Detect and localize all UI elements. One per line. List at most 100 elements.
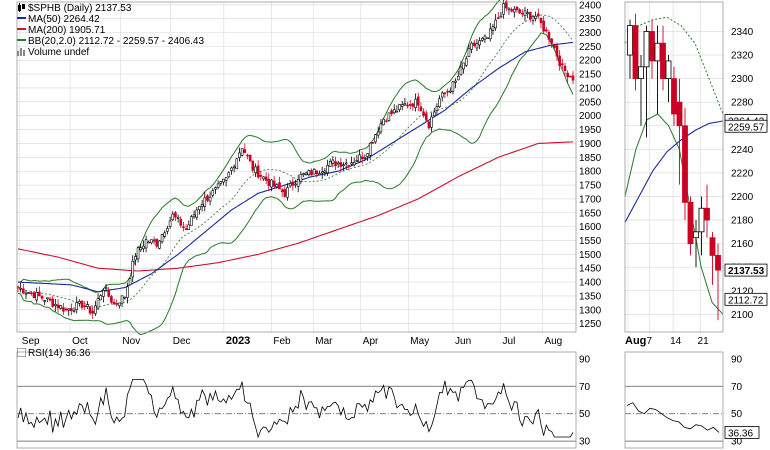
candle-body — [291, 181, 295, 186]
candle-body — [403, 103, 407, 106]
value-tag-box — [724, 119, 768, 133]
candle-body — [698, 207, 705, 233]
candle-body — [187, 224, 191, 230]
candle-body — [30, 292, 33, 294]
candle-body — [40, 295, 44, 299]
candle-body — [195, 209, 199, 218]
candle-body — [515, 6, 519, 11]
candle-body — [240, 148, 244, 156]
x-tick-label: Mar — [315, 336, 333, 347]
candle-body — [104, 287, 108, 290]
candle-body — [230, 167, 233, 171]
candle-body — [126, 286, 129, 298]
x-tick-label: Sep — [22, 336, 40, 347]
candle-body — [184, 228, 188, 230]
candle-body — [224, 177, 228, 181]
candle-body — [512, 8, 516, 13]
candle-body — [142, 245, 145, 249]
candle-body — [529, 11, 532, 19]
candle-body — [331, 159, 335, 164]
candle-body — [374, 134, 377, 143]
candle-body — [208, 196, 212, 202]
candle-body — [206, 195, 209, 201]
candle-body — [264, 176, 268, 181]
candle-body — [19, 287, 22, 290]
legend-title-row: $SPHB (Daily) 2137.53 — [17, 3, 204, 14]
candle-body — [693, 231, 699, 239]
candle-body — [328, 161, 332, 167]
candle-body — [446, 90, 449, 93]
candle-body — [262, 176, 265, 180]
y-tick-label: 1350 — [579, 291, 602, 302]
y-tick-label: 2320 — [731, 51, 754, 62]
candle-body — [408, 104, 412, 106]
y-tick-label: 1250 — [579, 319, 602, 330]
main-x-axis: Sep Oct Nov Dec 2023 Feb Mar Apr May Jun Jul Aug — [22, 335, 562, 347]
candle-body — [96, 298, 100, 309]
candle-body — [687, 201, 694, 245]
candle-body — [392, 109, 396, 114]
candle-body — [424, 113, 428, 121]
candle-body — [510, 9, 513, 12]
candle-body — [278, 182, 281, 190]
y-tick-label: 2200 — [731, 192, 754, 203]
y-tick-label: 1400 — [579, 278, 602, 289]
candle-body — [440, 92, 444, 98]
candle-body — [368, 142, 372, 156]
x-tick-label: Dec — [173, 336, 191, 347]
rsi-legend: RSI(14) 36.36 — [16, 347, 90, 359]
value-tag-label: 36.36 — [728, 428, 753, 439]
candle-body — [35, 291, 38, 301]
candle-body — [709, 237, 716, 256]
candle-body — [307, 170, 311, 176]
candle-body — [155, 238, 159, 247]
candle-body — [406, 104, 409, 107]
rsi-line — [17, 378, 574, 439]
candle-body — [288, 183, 292, 187]
y-tick-label: 1600 — [579, 222, 602, 233]
y-tick-label: 2100 — [731, 310, 754, 321]
y-tick-label: 1300 — [579, 305, 602, 316]
candle-body — [102, 290, 105, 297]
value-tag-label: 2259.57 — [728, 122, 765, 133]
candle-body — [438, 98, 441, 108]
candle-body — [46, 297, 49, 300]
candle-body — [443, 92, 447, 95]
panel-frame — [624, 351, 724, 449]
candle-body — [660, 42, 666, 80]
candle-body — [526, 12, 529, 14]
candle-body — [414, 98, 417, 108]
zoom-price-panel — [624, 13, 724, 321]
candle-body — [214, 187, 217, 190]
ma50-line — [624, 120, 724, 223]
candle-body — [470, 42, 473, 50]
candle-body — [347, 165, 351, 167]
candle-body — [70, 308, 73, 311]
candle-body — [550, 38, 553, 44]
value-tag-label: 2112.72 — [728, 295, 764, 306]
candle-body — [160, 234, 164, 243]
candle-body — [451, 81, 455, 92]
candle-body — [59, 305, 62, 309]
candle-body — [632, 25, 639, 80]
candle-body — [569, 75, 572, 78]
candle-body — [176, 216, 180, 219]
candle-body — [320, 171, 324, 174]
candle-body — [310, 170, 313, 176]
candle-body — [272, 180, 276, 187]
candle-body — [302, 173, 305, 176]
candle-body — [430, 116, 433, 128]
rsi-panel — [17, 378, 576, 442]
y-tick-label: 2180 — [731, 216, 754, 227]
candle-body — [168, 220, 172, 227]
candle-body — [94, 305, 97, 314]
candle-body — [222, 178, 225, 183]
y-tick-label: 70 — [579, 382, 591, 393]
candle-body — [99, 295, 103, 301]
candle-body — [638, 66, 644, 80]
candle-body — [390, 110, 393, 114]
candle-body — [128, 278, 132, 286]
candle-body — [219, 181, 223, 184]
x-tick-label: Aug — [544, 336, 562, 347]
